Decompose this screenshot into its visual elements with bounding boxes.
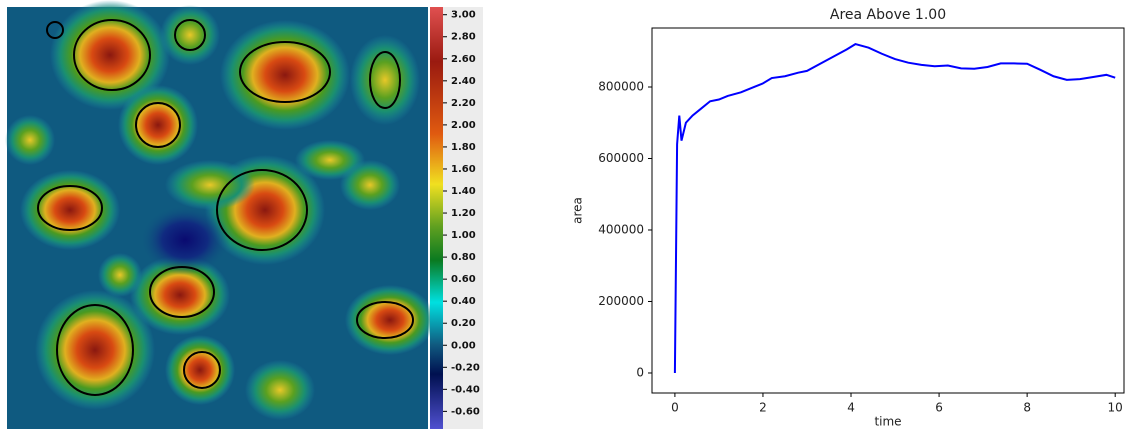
colorbar-tick-label: 1.40 bbox=[451, 186, 476, 197]
colorbar-tick-label: 2.80 bbox=[451, 32, 476, 43]
colorbar-tick-label: 1.00 bbox=[451, 230, 476, 241]
x-tick-label: 2 bbox=[759, 401, 767, 415]
y-tick-label: 0 bbox=[636, 365, 644, 379]
colorbar: 3.00 2.80 2.60 2.40 2.20 2.00 1.80 1.60 1.40 1.20… bbox=[430, 7, 483, 429]
colorbar-tick-label: 0.00 bbox=[451, 340, 476, 351]
colorbar-tick-label: 0.40 bbox=[451, 296, 476, 307]
colorbar-tick-label: 2.40 bbox=[451, 76, 476, 87]
y-tick-label: 200000 bbox=[598, 294, 644, 308]
y-tick-label: 600000 bbox=[598, 151, 644, 165]
colorbar-tick-label: 1.80 bbox=[451, 142, 476, 153]
colorbar-tick-label: 2.00 bbox=[451, 120, 476, 131]
y-axis-label: area bbox=[571, 197, 585, 224]
colorbar-tick-label: 0.20 bbox=[451, 318, 476, 329]
y-tick-label: 800000 bbox=[598, 79, 644, 93]
x-tick-label: 0 bbox=[671, 401, 679, 415]
colorbar-tick-label: 1.60 bbox=[451, 164, 476, 175]
y-tick-label: 400000 bbox=[598, 222, 644, 236]
colorbar-tick-label: -0.40 bbox=[451, 384, 480, 395]
x-tick-label: 8 bbox=[1023, 401, 1031, 415]
colorbar-tick-label: 0.80 bbox=[451, 252, 476, 263]
colorbar-tick-label: 1.20 bbox=[451, 208, 476, 219]
x-tick-label: 6 bbox=[935, 401, 943, 415]
x-tick-label: 10 bbox=[1108, 401, 1123, 415]
colorbar-tick-label: -0.20 bbox=[451, 362, 480, 373]
x-tick-label: 4 bbox=[847, 401, 855, 415]
chart-title: Area Above 1.00 bbox=[830, 7, 946, 23]
x-axis-label: time bbox=[874, 415, 901, 429]
colorbar-tick-label: -0.60 bbox=[451, 406, 480, 417]
colorbar-tick-label: 0.60 bbox=[451, 274, 476, 285]
line-chart: Area Above 1.00 time area 0 2 4 6 8 10 0 200000… bbox=[571, 7, 1125, 429]
colorbar-tick-label: 2.60 bbox=[451, 54, 476, 65]
heatmap bbox=[5, 0, 435, 429]
colorbar-tick-label: 2.20 bbox=[451, 98, 476, 109]
colorbar-tick-label: 3.00 bbox=[451, 10, 476, 21]
data-line bbox=[673, 43, 1116, 373]
